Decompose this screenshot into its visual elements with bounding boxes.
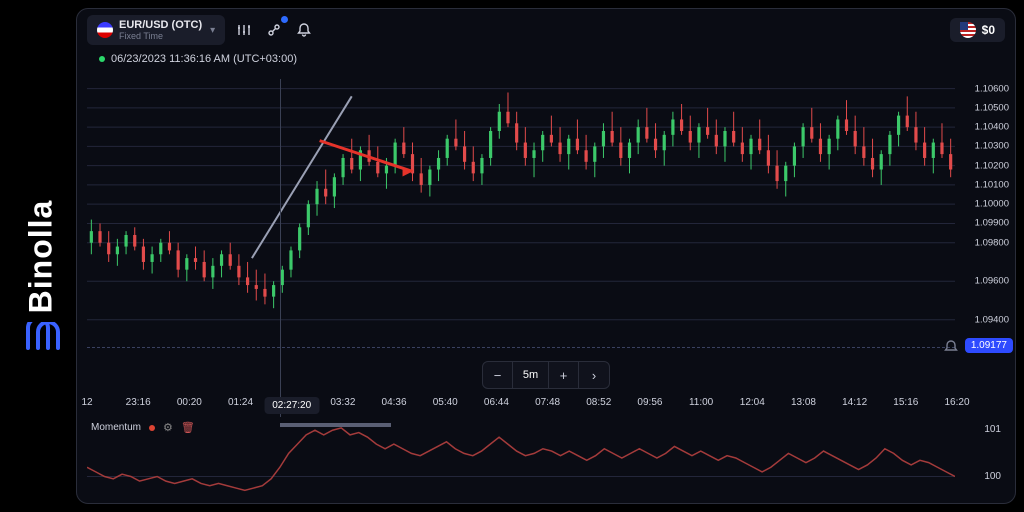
price-chart[interactable] — [87, 79, 955, 339]
indicators-button[interactable] — [233, 19, 255, 41]
x-tick-label: 12:04 — [740, 397, 765, 408]
pair-selector[interactable]: EUR/USD (OTC) Fixed Time ▾ — [87, 15, 225, 45]
interval-control: − 5m + › — [482, 361, 610, 389]
indicator-delete-icon[interactable]: 🗑 — [181, 421, 195, 434]
x-tick-label: 02:27:20 — [264, 397, 319, 414]
brand-sidebar: Binolla — [12, 0, 70, 512]
currency-flag-icon — [960, 22, 976, 38]
interval-minus-button[interactable]: − — [483, 362, 513, 388]
pair-mode: Fixed Time — [119, 32, 202, 41]
x-tick-label: 00:20 — [177, 397, 202, 408]
x-tick-label: 11:00 — [689, 397, 713, 408]
drawings-button[interactable] — [263, 19, 285, 41]
x-tick-label: 03:32 — [330, 397, 355, 408]
live-dot-icon — [99, 56, 105, 62]
balance-amount: $0 — [982, 23, 995, 37]
current-price-badge: 1.09177 — [965, 338, 1013, 353]
price-alert-icon[interactable] — [943, 339, 959, 355]
indicator-panel[interactable]: Momentum ⚙ 🗑 100101 — [87, 421, 955, 495]
indicator-color-dot-icon — [149, 425, 155, 431]
app-frame: EUR/USD (OTC) Fixed Time ▾ $0 06/23/2023… — [76, 8, 1016, 504]
cursor-vertical-line — [280, 79, 281, 417]
alerts-button[interactable] — [293, 19, 315, 41]
x-tick-label: 06:44 — [484, 397, 509, 408]
x-tick-label: 23:16 — [126, 397, 151, 408]
pair-symbol: EUR/USD (OTC) — [119, 19, 202, 31]
y-tick-label: 1.10400 — [975, 122, 1009, 133]
y-tick-label: 1.09600 — [975, 276, 1009, 287]
x-tick-label: 15:16 — [893, 397, 918, 408]
timestamp-label: 06/23/2023 11:36:16 AM (UTC+03:00) — [99, 53, 297, 65]
topbar: EUR/USD (OTC) Fixed Time ▾ $0 — [87, 15, 1005, 45]
pair-flag-icon — [97, 22, 113, 38]
x-tick-label: 07:48 — [535, 397, 560, 408]
indicator-settings-icon[interactable]: ⚙ — [163, 421, 173, 434]
x-tick-label: 12 — [81, 397, 92, 408]
indicator-name: Momentum — [91, 422, 141, 433]
x-tick-label: 16:20 — [944, 397, 969, 408]
time-x-axis: 1223:1600:2001:2402:27:2003:3204:3605:40… — [87, 397, 955, 417]
interval-plus-button[interactable]: + — [549, 362, 579, 388]
brand-logo-icon — [26, 322, 62, 350]
y-tick-label: 1.10100 — [975, 179, 1009, 190]
y-tick-label: 1.10600 — [975, 83, 1009, 94]
indicator-header: Momentum ⚙ 🗑 — [91, 421, 195, 434]
chevron-down-icon: ▾ — [210, 25, 215, 36]
y-tick-label: 1.09800 — [975, 237, 1009, 248]
brand-name: Binolla — [23, 199, 60, 313]
x-tick-label: 09:56 — [637, 397, 662, 408]
interval-value[interactable]: 5m — [513, 362, 549, 388]
indicator-y-tick: 101 — [984, 424, 1001, 435]
y-tick-label: 1.10500 — [975, 102, 1009, 113]
x-tick-label: 14:12 — [842, 397, 867, 408]
y-tick-label: 1.10300 — [975, 141, 1009, 152]
y-tick-label: 1.09900 — [975, 218, 1009, 229]
interval-next-button[interactable]: › — [579, 362, 609, 388]
y-tick-label: 1.10000 — [975, 199, 1009, 210]
notification-dot-icon — [281, 16, 288, 23]
current-price-line — [87, 347, 955, 348]
balance-pill[interactable]: $0 — [950, 18, 1005, 42]
price-y-axis: 1.09400 1.09600 1.09800 1.09900 1.10000 1.101… — [959, 79, 1011, 339]
timestamp-text: 06/23/2023 11:36:16 AM (UTC+03:00) — [111, 53, 297, 65]
indicator-y-tick: 100 — [984, 471, 1001, 482]
y-tick-label: 1.10200 — [975, 160, 1009, 171]
y-tick-label: 1.09400 — [975, 314, 1009, 325]
x-tick-label: 05:40 — [433, 397, 458, 408]
x-tick-label: 01:24 — [228, 397, 253, 408]
x-tick-label: 08:52 — [586, 397, 611, 408]
x-tick-label: 04:36 — [382, 397, 407, 408]
x-tick-label: 13:08 — [791, 397, 816, 408]
